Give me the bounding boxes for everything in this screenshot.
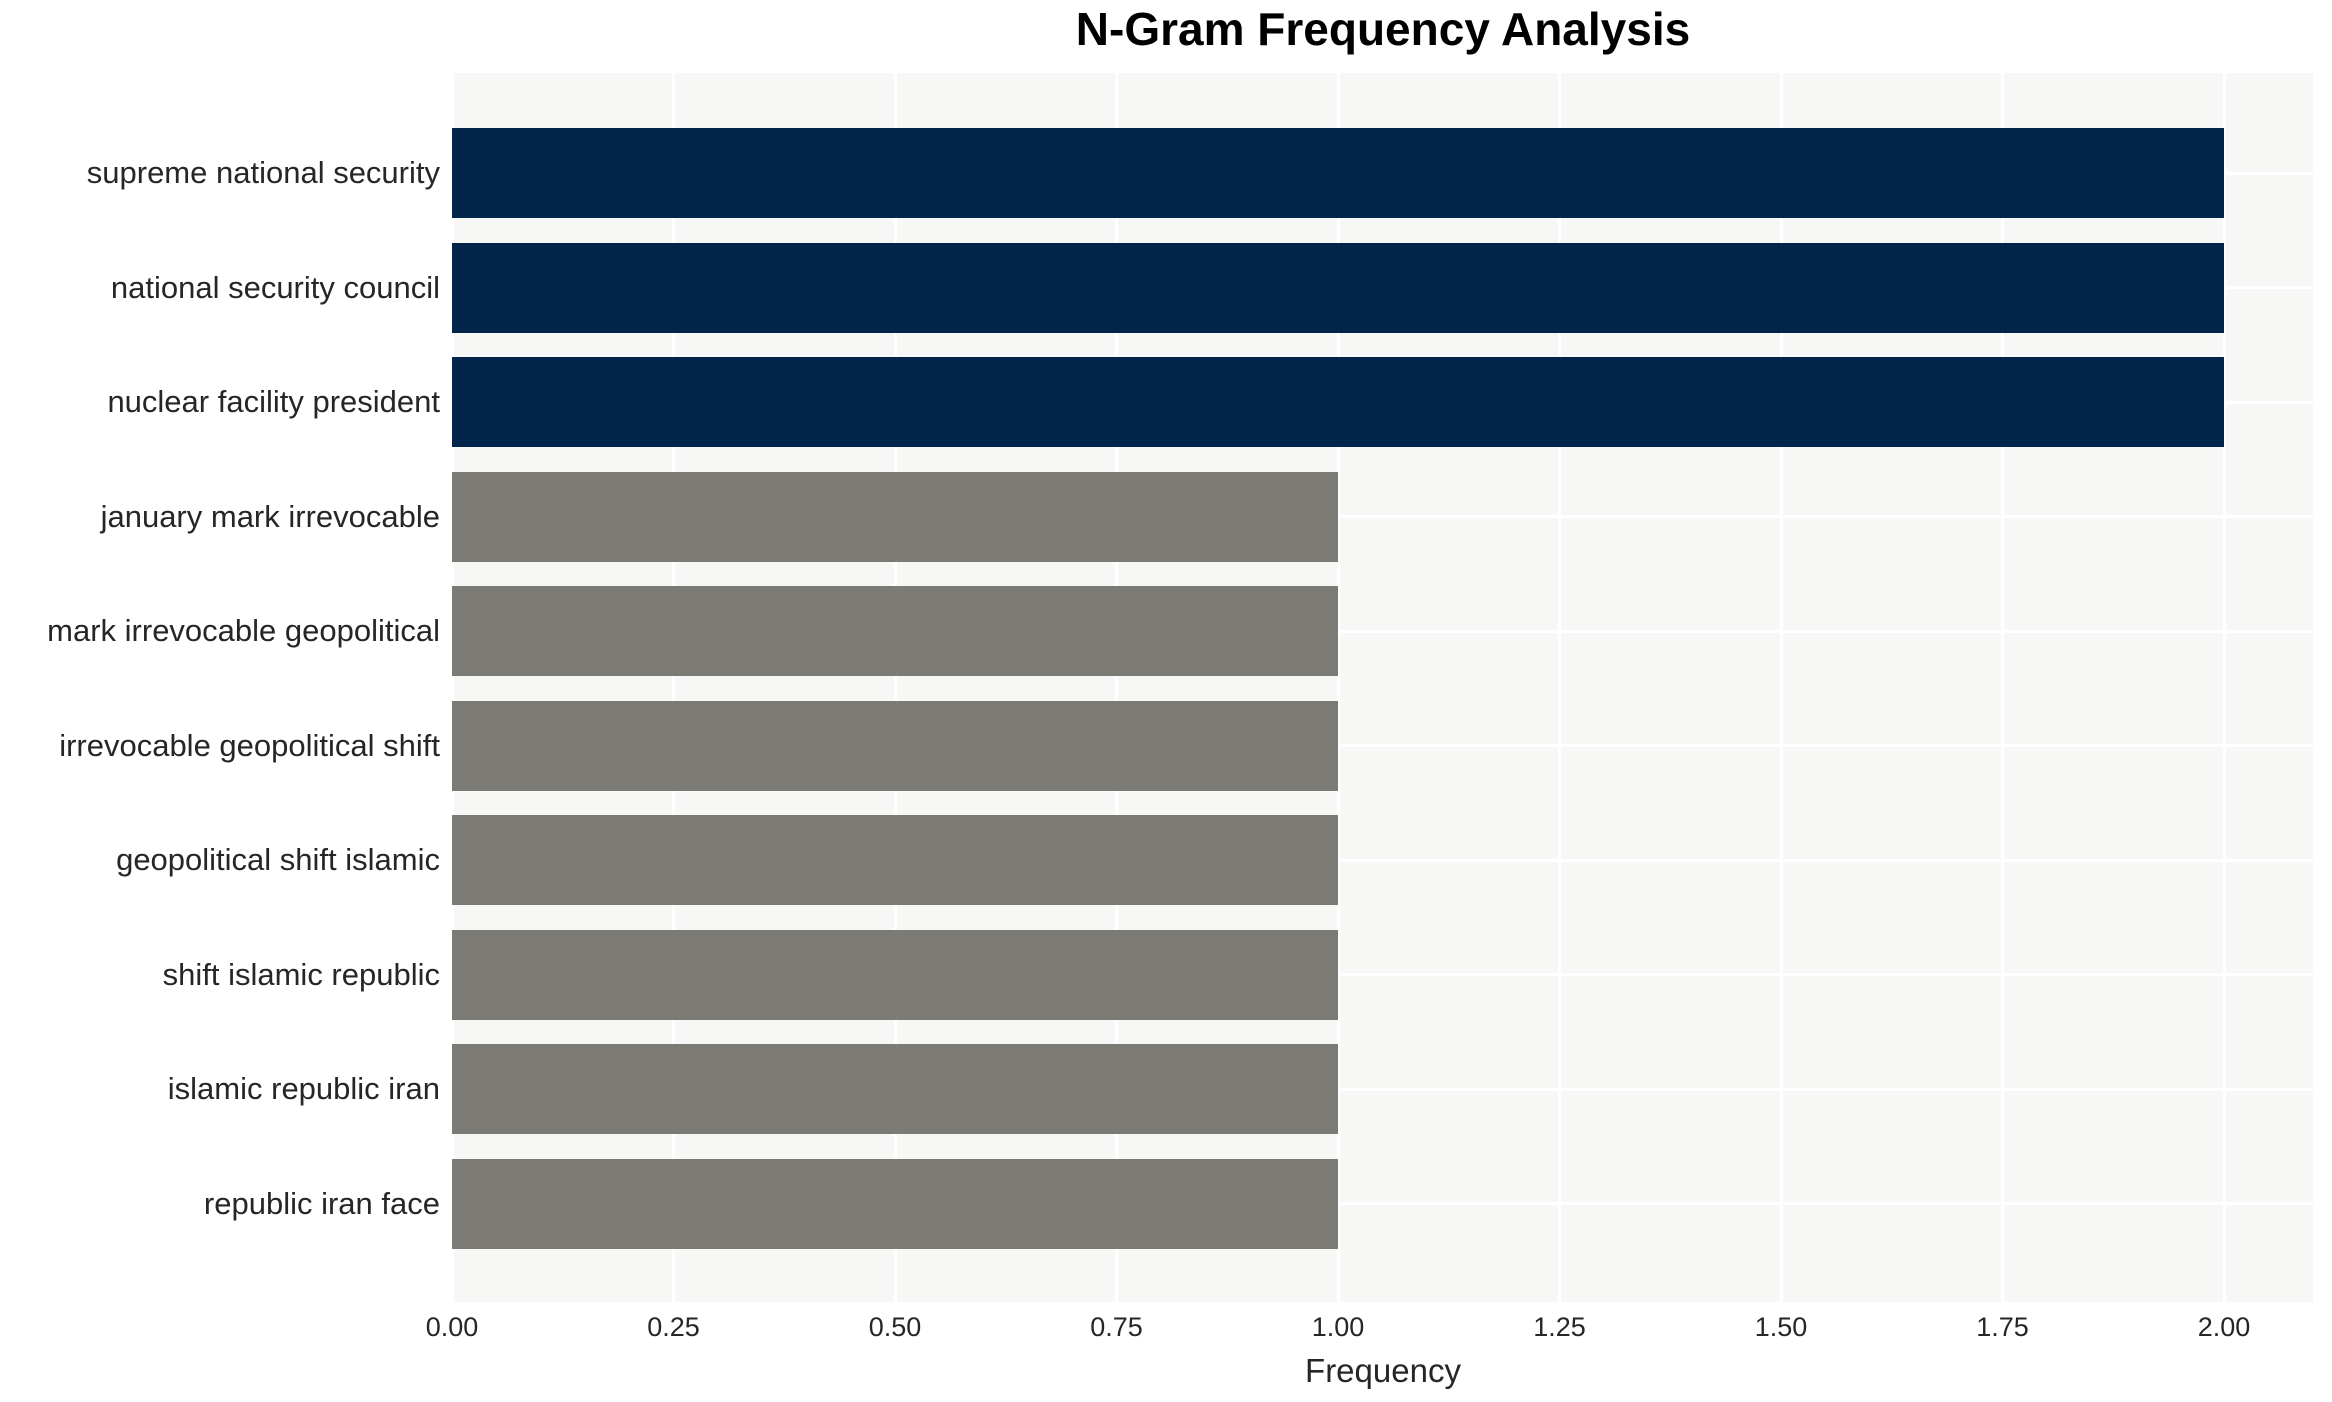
y-tick-label: irrevocable geopolitical shift (59, 727, 440, 763)
vertical-gridline (1115, 73, 1118, 1302)
x-tick-label: 1.50 (1754, 1312, 1808, 1342)
horizontal-gridline (452, 629, 2313, 633)
vertical-gridline (893, 73, 897, 1302)
bar (452, 242, 2224, 333)
bar (452, 1158, 1338, 1249)
vertical-gridline (1336, 73, 1340, 1302)
horizontal-gridline (452, 1202, 2313, 1206)
vertical-gridline (672, 73, 675, 1302)
x-axis-title: Frequency (1305, 1352, 1461, 1389)
horizontal-gridline (452, 1087, 2313, 1091)
bar (452, 1044, 1338, 1135)
y-tick-label: nuclear facility president (107, 384, 440, 420)
y-tick-label: national security council (110, 269, 440, 305)
vertical-gridline (2222, 73, 2226, 1302)
y-tick-label: geopolitical shift islamic (116, 842, 440, 878)
chart-title: N-Gram Frequency Analysis (1075, 3, 1691, 55)
plot-area (450, 73, 2313, 1302)
horizontal-gridline (452, 858, 2313, 862)
horizontal-gridline (452, 973, 2313, 977)
vertical-gridline (1779, 73, 1783, 1302)
x-tick-label: 1.25 (1533, 1312, 1586, 1342)
y-tick-label: shift islamic republic (162, 956, 440, 992)
x-tick-label: 0.25 (647, 1312, 700, 1342)
x-tick-label: 0.00 (425, 1312, 479, 1342)
bar (452, 929, 1338, 1020)
bar (452, 586, 1338, 677)
bar (452, 128, 2224, 218)
bar (452, 815, 1338, 906)
vertical-gridline (450, 73, 454, 1302)
y-tick-label: january mark irrevocable (100, 498, 440, 534)
vertical-gridline (2001, 73, 2004, 1302)
y-tick-label: islamic republic iran (167, 1071, 440, 1107)
bar (452, 700, 1338, 791)
y-tick-label: mark irrevocable geopolitical (47, 613, 440, 649)
x-axis-tick-labels: 0.00 0.25 0.50 0.75 1.00 1.25 1.50 1.75 2.00 (0, 1312, 2332, 1352)
bar (452, 357, 2224, 448)
x-tick-label: 0.50 (868, 1312, 922, 1342)
y-axis-labels: supreme national security national securi… (0, 73, 440, 1302)
y-tick-label: supreme national security (86, 155, 440, 190)
horizontal-gridline (452, 744, 2313, 748)
x-tick-label: 0.75 (1090, 1312, 1143, 1342)
x-tick-label: 1.75 (1976, 1312, 2029, 1342)
vertical-gridline (1558, 73, 1561, 1302)
x-tick-label: 1.00 (1311, 1312, 1365, 1342)
y-tick-label: republic iran face (203, 1185, 440, 1221)
bar (452, 471, 1338, 562)
horizontal-gridline (452, 515, 2313, 519)
x-tick-label: 2.00 (2197, 1312, 2251, 1342)
